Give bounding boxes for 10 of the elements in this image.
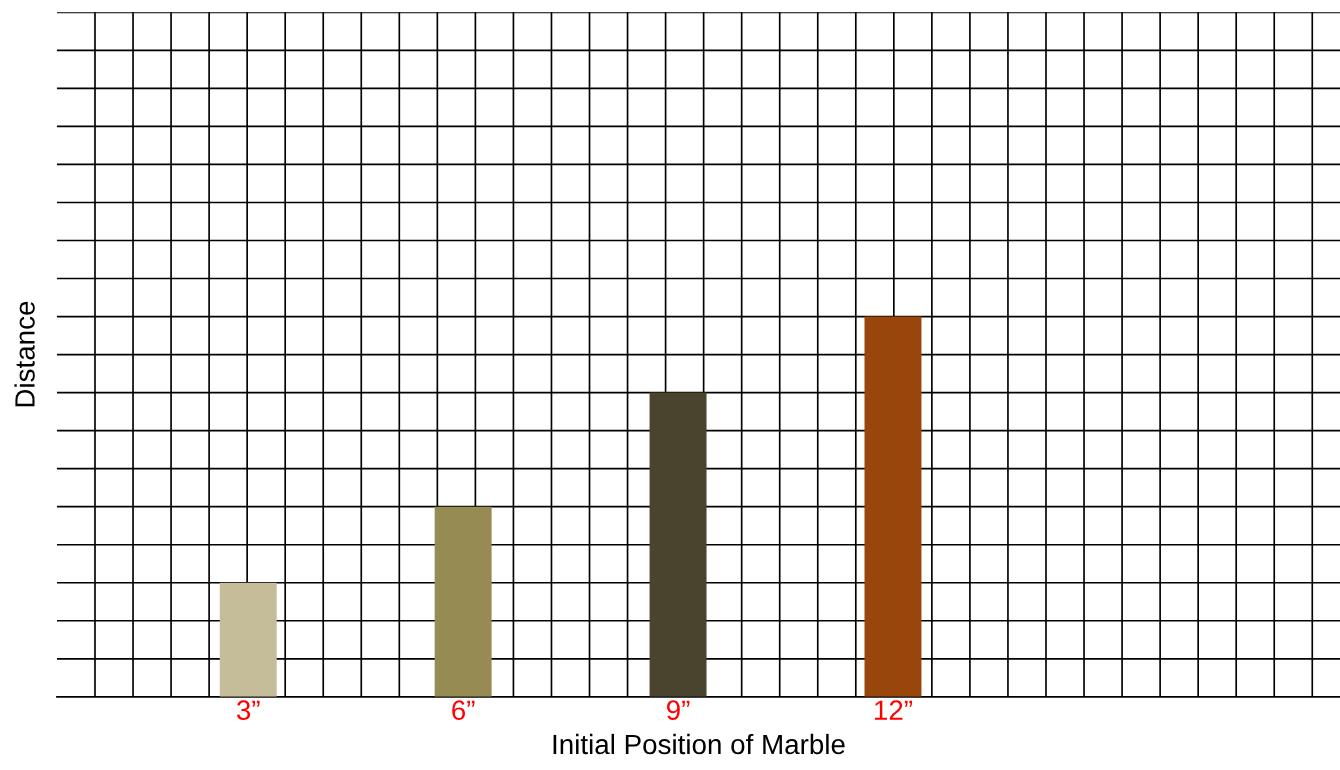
- x-axis-title: Initial Position of Marble: [553, 733, 845, 755]
- y-axis-title: Distance: [14, 301, 35, 407]
- bar: [649, 392, 707, 697]
- bar: [864, 316, 922, 697]
- bar: [434, 506, 492, 697]
- x-tick-label: 9”: [667, 700, 690, 721]
- x-tick-label: 6”: [452, 700, 475, 721]
- bar: [219, 582, 277, 697]
- x-tick-label: 12”: [875, 700, 913, 720]
- x-tick-label: 3”: [236, 700, 260, 721]
